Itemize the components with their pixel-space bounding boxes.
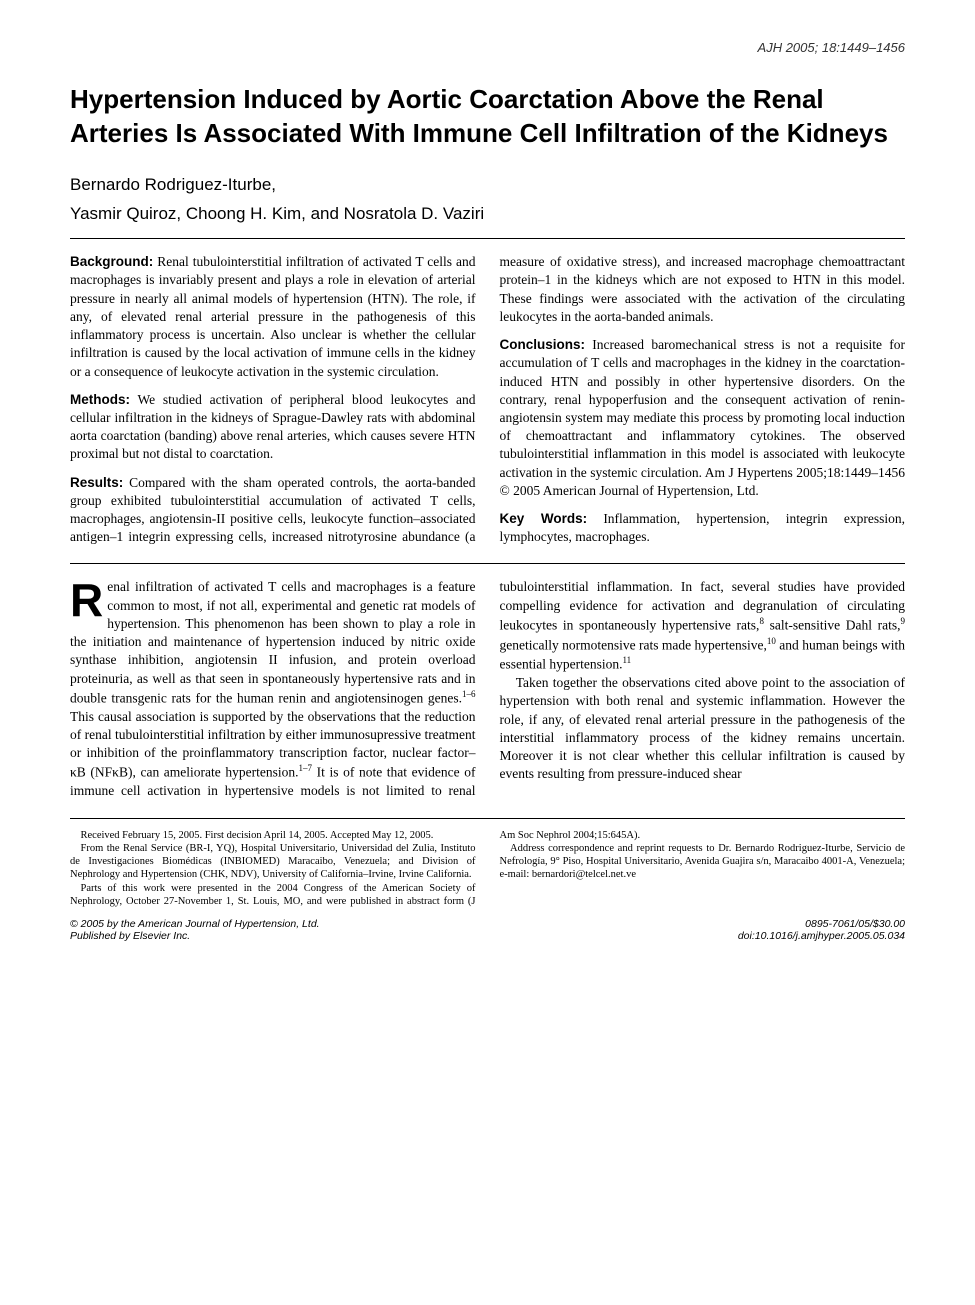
divider-footnote	[70, 818, 905, 819]
abstract-conclusions: Conclusions: Increased baromechanical st…	[500, 336, 906, 500]
ref-10: 10	[767, 636, 776, 646]
conclusions-text: Increased baromechanical stress is not a…	[500, 337, 906, 498]
body-paragraph-2: Taken together the observations cited ab…	[500, 674, 906, 783]
ref-11: 11	[622, 655, 631, 665]
dropcap: R	[70, 578, 107, 620]
results-label: Results:	[70, 475, 123, 490]
copyright-line: © 2005 by the American Journal of Hypert…	[70, 918, 320, 930]
footnote-received: Received February 15, 2005. First decisi…	[70, 829, 476, 842]
authors-line-1: Bernardo Rodriguez-Iturbe,	[70, 173, 905, 197]
ref-1-6: 1–6	[462, 689, 476, 699]
methods-label: Methods:	[70, 392, 130, 407]
ref-9: 9	[901, 616, 906, 626]
background-label: Background:	[70, 254, 153, 269]
body-p1e: genetically normotensive rats made hyper…	[500, 637, 767, 652]
ref-1-7: 1–7	[299, 763, 313, 773]
body-p1: enal infiltration of activated T cells a…	[70, 579, 476, 705]
doi-line: doi:10.1016/j.amjhyper.2005.05.034	[738, 930, 905, 942]
abstract-block: Background: Renal tubulointerstitial inf…	[70, 253, 905, 551]
body-text-block: Renal infiltration of activated T cells …	[70, 578, 905, 800]
abstract-background: Background: Renal tubulointerstitial inf…	[70, 253, 476, 381]
abstract-methods: Methods: We studied activation of periph…	[70, 391, 476, 464]
footnote-correspondence: Address correspondence and reprint reque…	[500, 842, 906, 881]
footnote-affiliations: From the Renal Service (BR-I, YQ), Hospi…	[70, 842, 476, 881]
publisher-line: Published by Elsevier Inc.	[70, 930, 320, 942]
keywords-label: Key Words:	[500, 511, 588, 526]
background-text: Renal tubulointerstitial infiltration of…	[70, 254, 476, 378]
journal-reference: AJH 2005; 18:1449–1456	[70, 40, 905, 55]
footer-right: 0895-7061/05/$30.00 doi:10.1016/j.amjhyp…	[738, 918, 905, 942]
authors-line-2: Yasmir Quiroz, Choong H. Kim, and Nosrat…	[70, 202, 905, 226]
divider-top	[70, 238, 905, 239]
conclusions-label: Conclusions:	[500, 337, 586, 352]
footnotes-block: Received February 15, 2005. First decisi…	[70, 829, 905, 908]
article-title: Hypertension Induced by Aortic Coarctati…	[70, 83, 905, 151]
body-p1d: salt-sensitive Dahl rats,	[764, 617, 901, 632]
issn-price: 0895-7061/05/$30.00	[738, 918, 905, 930]
methods-text: We studied activation of peripheral bloo…	[70, 392, 476, 462]
divider-mid	[70, 563, 905, 564]
footer-left: © 2005 by the American Journal of Hypert…	[70, 918, 320, 942]
page-footer: © 2005 by the American Journal of Hypert…	[70, 918, 905, 942]
abstract-keywords: Key Words: Inflammation, hypertension, i…	[500, 510, 906, 546]
